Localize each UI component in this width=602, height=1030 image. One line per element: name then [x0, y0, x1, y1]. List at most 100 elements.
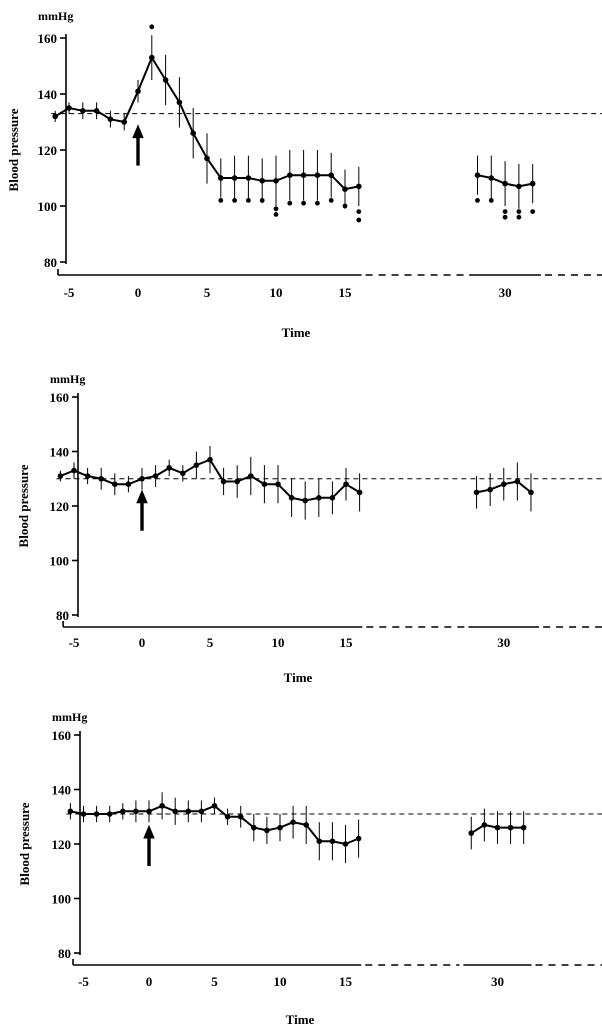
data-point	[93, 108, 100, 114]
unit-label: mmHg	[52, 710, 87, 724]
y-tick-label: 140	[38, 87, 58, 102]
x-tick-label: 10	[270, 285, 283, 300]
x-tick-label: -5	[69, 635, 80, 650]
data-point	[152, 473, 159, 479]
data-point	[273, 178, 279, 184]
data-point	[176, 99, 183, 106]
y-tick-label: 80	[56, 608, 69, 623]
series-segment-2	[468, 808, 527, 850]
y-tick-label: 120	[52, 837, 72, 852]
significance-marker	[287, 200, 293, 206]
data-point	[300, 172, 307, 178]
data-point	[66, 105, 72, 111]
data-point	[316, 495, 322, 501]
series-segment-1	[52, 35, 362, 209]
data-point	[193, 462, 200, 468]
significance-marker	[273, 206, 279, 212]
significance-marker	[149, 24, 155, 30]
x-tick-label: 30	[499, 285, 512, 300]
data-point	[528, 489, 534, 496]
significance-marker	[488, 198, 494, 203]
data-point	[220, 478, 227, 485]
data-point	[84, 473, 91, 479]
data-point	[71, 467, 77, 474]
x-tick-label: 0	[146, 974, 153, 989]
data-point	[290, 819, 296, 825]
y-tick-label: 80	[58, 946, 71, 961]
series-segment-2	[473, 462, 534, 512]
x-tick-label: 10	[274, 974, 287, 989]
data-point	[120, 808, 126, 815]
data-point	[139, 475, 145, 482]
data-point	[207, 456, 213, 463]
data-point	[261, 481, 268, 488]
significance-marker	[328, 198, 334, 203]
x-tick-label: 5	[204, 285, 211, 300]
x-tick-label: 0	[139, 635, 146, 650]
data-point	[224, 813, 231, 820]
data-point	[180, 470, 186, 477]
data-point	[529, 180, 536, 187]
data-point	[57, 473, 64, 479]
data-point	[487, 486, 493, 493]
data-point	[288, 495, 295, 501]
chart-panel-3: 80 100 120 140 160 mmHg Blood pressure -5 0 5 10 15…	[17, 710, 602, 1027]
data-point	[204, 155, 210, 162]
data-point	[474, 172, 481, 178]
data-point	[316, 838, 323, 845]
y-tick-label: 120	[50, 499, 70, 514]
data-point	[468, 830, 475, 836]
data-point	[237, 813, 244, 820]
unit-label: mmHg	[50, 372, 85, 386]
data-point	[190, 130, 196, 136]
x-tick-label: 15	[339, 285, 353, 300]
x-tick-label: -5	[78, 974, 89, 989]
significance-marker	[530, 209, 536, 215]
x-tick-label: 5	[211, 974, 218, 989]
data-point	[328, 172, 335, 178]
data-point	[520, 824, 527, 831]
y-axis-title: Blood pressure	[6, 108, 21, 191]
data-point	[259, 178, 266, 184]
y-tick-label: 160	[38, 31, 58, 46]
x-tick-label: 5	[207, 635, 214, 650]
arrow-head-icon	[136, 489, 148, 504]
data-point	[80, 811, 87, 817]
data-point	[149, 54, 155, 61]
data-point	[356, 183, 362, 190]
y-tick-label: 140	[50, 445, 70, 460]
significance-marker	[315, 200, 320, 206]
x-axis-title: Time	[286, 1012, 315, 1027]
data-point	[218, 175, 224, 181]
series-segment-1	[57, 446, 363, 520]
arrow-head-icon	[132, 124, 144, 139]
chart-panel-2: 80 100 120 140 160 mmHg Blood pressure -5 0 5 10 15…	[16, 372, 602, 685]
x-tick-label: 30	[491, 974, 504, 989]
data-point	[287, 172, 293, 178]
data-point	[343, 481, 349, 488]
y-tick-label: 120	[38, 143, 58, 158]
data-point	[107, 116, 114, 122]
data-point	[356, 489, 363, 496]
data-point	[121, 119, 127, 125]
significance-marker	[259, 198, 265, 203]
data-point	[277, 824, 283, 831]
data-point	[248, 473, 254, 479]
data-point	[502, 180, 508, 187]
data-point	[93, 811, 100, 817]
x-tick-label: 15	[340, 635, 354, 650]
significance-marker-secondary	[273, 212, 279, 217]
x-tick-label: 0	[135, 285, 142, 300]
data-point	[125, 481, 132, 488]
chart-panel-1: 80 100 120 140 160 mmHg Blood pressure -5 0 5 10 15…	[6, 9, 602, 340]
y-tick-label: 100	[50, 554, 70, 569]
data-point	[251, 824, 257, 831]
y-axis-title: Blood pressure	[16, 464, 31, 547]
unit-label: mmHg	[38, 9, 73, 23]
data-point	[198, 808, 205, 815]
x-tick-label: 30	[497, 635, 510, 650]
y-tick-label: 160	[50, 390, 70, 405]
significance-marker	[342, 203, 348, 209]
y-tick-label: 140	[52, 783, 72, 798]
